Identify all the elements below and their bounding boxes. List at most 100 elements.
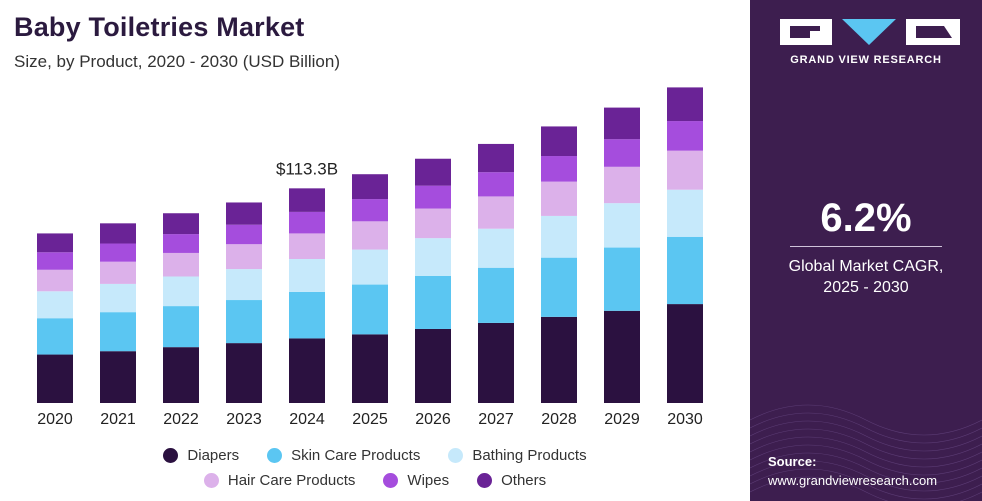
bar-segment-skin-care-products-2023: [226, 300, 262, 344]
x-tick-label: 2024: [289, 411, 325, 428]
bar-segment-hair-care-products-2023: [226, 244, 262, 270]
bar-segment-others-2026: [415, 158, 451, 186]
chart-subtitle: Size, by Product, 2020 - 2030 (USD Billi…: [14, 52, 340, 71]
x-tick-label: 2030: [667, 411, 703, 428]
bar-segment-diapers-2027: [478, 322, 514, 403]
cagr-value: 6.2%: [820, 196, 912, 240]
x-tick-label: 2029: [604, 411, 640, 428]
legend-swatch: [383, 473, 399, 488]
bar-segment-diapers-2028: [541, 316, 577, 403]
bar-segment-wipes-2027: [478, 172, 514, 197]
bar-segment-bathing-products-2025: [352, 249, 388, 285]
source-label: Source:: [768, 454, 817, 469]
bar-segment-bathing-products-2021: [100, 283, 136, 313]
x-tick-label: 2023: [226, 411, 262, 428]
legend-row: Hair Care Products Wipes Others: [0, 472, 750, 489]
cagr-label-line2: 2025 - 2030: [823, 279, 909, 296]
legend-label: Wipes: [407, 472, 450, 489]
legend-item-diapers: Diapers: [163, 447, 239, 464]
bar-segment-diapers-2029: [604, 310, 640, 403]
bar-segment-skin-care-products-2027: [478, 267, 514, 323]
bar-segment-hair-care-products-2020: [37, 269, 73, 292]
x-tick-label: 2020: [37, 411, 73, 428]
x-tick-label: 2025: [352, 411, 388, 428]
bar-segment-skin-care-products-2025: [352, 284, 388, 335]
bar-segment-bathing-products-2024: [289, 259, 325, 292]
bar-segment-bathing-products-2023: [226, 269, 262, 301]
bar-segment-diapers-2030: [667, 304, 703, 403]
bar-segment-wipes-2029: [604, 139, 640, 167]
legend-label: Hair Care Products: [227, 472, 356, 489]
bar-segment-bathing-products-2028: [541, 215, 577, 258]
bar-segment-others-2023: [226, 202, 262, 225]
bar-segment-others-2020: [37, 233, 73, 253]
legend-label: Others: [501, 472, 547, 489]
bar-segment-skin-care-products-2026: [415, 275, 451, 329]
legend-label: Skin Care Products: [291, 447, 421, 464]
x-tick-label: 2021: [100, 411, 136, 428]
legend-swatch: [267, 448, 283, 463]
legend-row: Diapers Skin Care Products Bathing Product…: [0, 447, 750, 464]
bar-segment-hair-care-products-2022: [163, 252, 199, 277]
bar-segment-others-2021: [100, 223, 136, 244]
source-url: www.grandviewresearch.com: [768, 473, 938, 488]
legend-label: Bathing Products: [472, 447, 587, 464]
bar-segment-others-2030: [667, 87, 703, 122]
bar-segment-skin-care-products-2022: [163, 306, 199, 348]
bar-segment-diapers-2020: [37, 354, 73, 403]
bar-segment-bathing-products-2030: [667, 189, 703, 237]
bar-segment-others-2029: [604, 107, 640, 140]
bar-segment-wipes-2024: [289, 211, 325, 234]
bar-segment-wipes-2026: [415, 185, 451, 209]
info-sidebar: GRAND VIEW RESEARCH 6.2% Global Market C…: [750, 0, 982, 501]
legend-item-others: Others: [477, 472, 546, 489]
bar-segment-skin-care-products-2024: [289, 291, 325, 339]
bar-segment-skin-care-products-2029: [604, 247, 640, 311]
bar-segment-hair-care-products-2026: [415, 208, 451, 239]
bar-segment-diapers-2024: [289, 338, 325, 403]
bar-segment-hair-care-products-2024: [289, 233, 325, 259]
bar-segment-diapers-2025: [352, 334, 388, 403]
bar-segment-others-2025: [352, 174, 388, 200]
legend-item-skin-care-products: Skin Care Products: [267, 447, 420, 464]
legend-swatch: [203, 473, 219, 488]
bar-segment-bathing-products-2022: [163, 276, 199, 307]
brand-name: GRAND VIEW RESEARCH: [790, 54, 942, 66]
legend-label: Diapers: [187, 447, 240, 464]
bar-segment-others-2022: [163, 213, 199, 235]
bar-segment-hair-care-products-2028: [541, 181, 577, 216]
x-tick-label: 2026: [415, 411, 451, 428]
chart-title: Baby Toiletries Market: [14, 12, 305, 42]
decorative-wave-pattern: [750, 404, 982, 501]
bar-segment-skin-care-products-2020: [37, 318, 73, 355]
x-tick-label: 2028: [541, 411, 577, 428]
legend-swatch: [163, 448, 179, 463]
bar-segment-bathing-products-2020: [37, 291, 73, 319]
bar-segment-diapers-2022: [163, 347, 199, 403]
stacked-bar-chart: 2020 2021 2022 2023 2024 $113.3B 2025 2026 2027 2…: [37, 87, 703, 428]
legend-item-wipes: Wipes: [383, 472, 449, 489]
bar-segment-hair-care-products-2025: [352, 221, 388, 250]
bar-segment-hair-care-products-2030: [667, 150, 703, 190]
value-annotation: $113.3B: [276, 159, 338, 178]
x-tick-label: 2022: [163, 411, 199, 428]
grand-view-research-logo: [780, 19, 960, 45]
bar-segment-wipes-2023: [226, 224, 262, 245]
bar-segment-skin-care-products-2021: [100, 312, 136, 352]
bar-segment-wipes-2020: [37, 252, 73, 270]
bar-segment-skin-care-products-2030: [667, 236, 703, 305]
bar-segment-bathing-products-2029: [604, 203, 640, 248]
bar-segment-wipes-2028: [541, 156, 577, 182]
cagr-label-line1: Global Market CAGR,: [788, 258, 944, 275]
legend-swatch: [477, 473, 493, 488]
bar-segment-skin-care-products-2028: [541, 257, 577, 317]
legend-swatch: [448, 448, 464, 463]
bar-segment-bathing-products-2027: [478, 228, 514, 268]
bar-segment-wipes-2022: [163, 234, 199, 253]
bar-segment-wipes-2030: [667, 121, 703, 151]
x-tick-label: 2027: [478, 411, 514, 428]
bar-segment-bathing-products-2026: [415, 238, 451, 276]
bar-segment-wipes-2021: [100, 243, 136, 262]
legend-item-bathing-products: Bathing Products: [448, 447, 587, 464]
bar-segment-others-2027: [478, 143, 514, 173]
